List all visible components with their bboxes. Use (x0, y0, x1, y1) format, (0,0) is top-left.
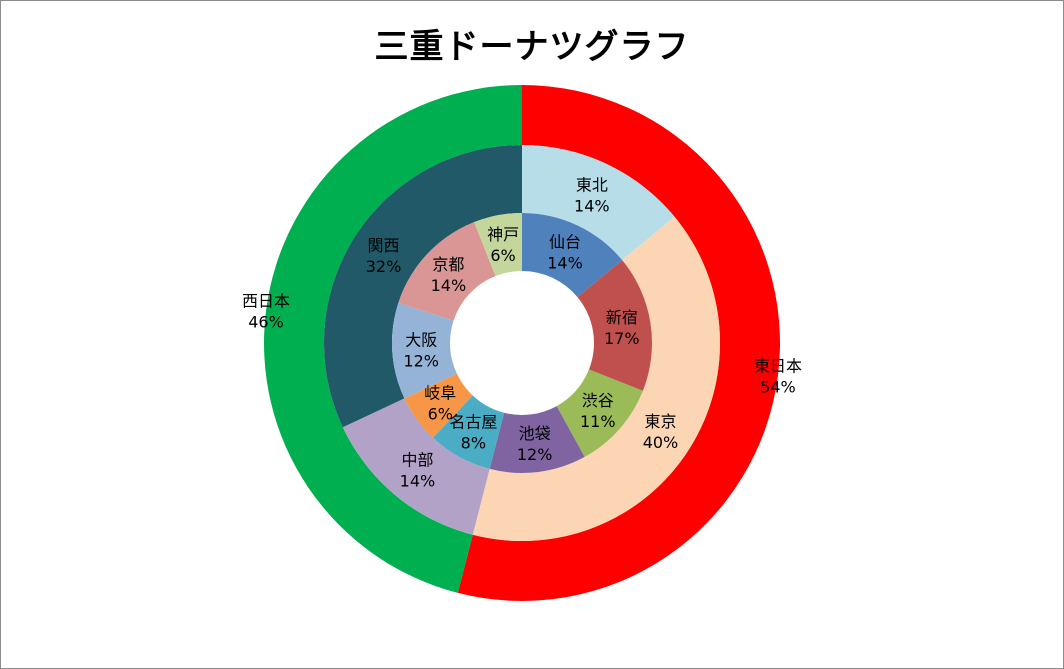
donut-ring-3 (392, 213, 653, 473)
slice-value-label: 40% (643, 433, 679, 452)
donut-slice (472, 216, 720, 542)
slice-label: 神戸 (487, 225, 519, 244)
donut-ring-2 (324, 145, 720, 542)
donut-slice (433, 395, 505, 469)
slice-label: 東北 (576, 176, 608, 195)
slice-value-label: 6% (428, 404, 453, 423)
donut-slice (457, 85, 780, 601)
slice-value-label: 12% (517, 445, 553, 464)
donut-slice (522, 145, 675, 261)
slice-label: 池袋 (519, 424, 551, 443)
slice-value-label: 17% (604, 329, 640, 348)
slice-label: 西日本 (242, 292, 290, 311)
donut-ring-1 (263, 85, 780, 601)
donut-slice (398, 222, 496, 321)
slice-value-label: 54% (760, 377, 796, 396)
slice-label: 名古屋 (449, 413, 497, 432)
donut-slice (324, 145, 522, 428)
slice-label: 中部 (401, 450, 433, 469)
chart-title: 三重ドーナツグラフ (374, 27, 690, 67)
slice-value-label: 32% (366, 257, 402, 276)
donut-slice (577, 260, 653, 391)
donut-slice (556, 369, 643, 457)
slice-value-label: 14% (547, 254, 583, 273)
slice-value-label: 8% (461, 434, 486, 453)
donut-slice (522, 213, 623, 298)
slice-label: 東日本 (754, 356, 802, 375)
donut-slice (474, 213, 522, 277)
slice-label: 関西 (368, 236, 400, 255)
slice-label: 仙台 (549, 233, 581, 252)
slice-value-label: 46% (248, 313, 284, 332)
donut-slice (489, 406, 585, 473)
donut-slice (404, 373, 473, 438)
slice-label: 渋谷 (582, 391, 614, 410)
slice-label: 岐阜 (424, 383, 456, 402)
donut-slice (392, 302, 457, 399)
slice-value-label: 14% (574, 197, 610, 216)
slice-value-label: 6% (490, 246, 515, 265)
data-labels: 東日本 54% 西日本 46% 東北 14% 東京 40% 中部 14% 関西 32% 仙台 14% 新宿 1… (242, 176, 802, 491)
slice-label: 東京 (644, 412, 676, 431)
donut-slice (263, 85, 522, 593)
slice-label: 京都 (432, 255, 464, 274)
slice-value-label: 14% (400, 471, 436, 490)
slice-value-label: 14% (431, 276, 467, 295)
slice-value-label: 11% (580, 412, 616, 431)
donut-slice (342, 398, 490, 535)
slice-label: 大阪 (405, 330, 437, 349)
slice-value-label: 12% (403, 351, 439, 370)
slice-label: 新宿 (606, 308, 638, 327)
